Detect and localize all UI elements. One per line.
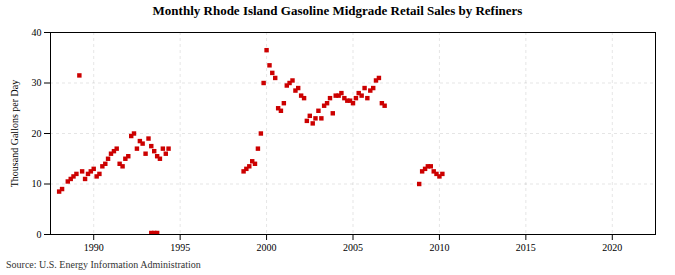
svg-text:2000: 2000 xyxy=(257,242,277,253)
svg-text:2005: 2005 xyxy=(343,242,363,253)
svg-text:Thousand Gallons per Day: Thousand Gallons per Day xyxy=(9,80,20,187)
svg-text:2015: 2015 xyxy=(516,242,536,253)
svg-text:20: 20 xyxy=(32,128,42,139)
svg-text:40: 40 xyxy=(32,27,42,38)
svg-text:30: 30 xyxy=(32,77,42,88)
svg-text:1995: 1995 xyxy=(170,242,190,253)
svg-text:2010: 2010 xyxy=(429,242,449,253)
html-text:Source: U.S. Energy Informatio: Source: U.S. Energy Information Administ… xyxy=(6,259,201,270)
html-text:Monthly Rhode Island Gasoline: Monthly Rhode Island Gasoline Midgrade R… xyxy=(152,3,523,18)
svg-text:1990: 1990 xyxy=(84,242,104,253)
svg-text:2020: 2020 xyxy=(602,242,622,253)
svg-text:0: 0 xyxy=(37,229,42,240)
svg-text:10: 10 xyxy=(32,178,42,189)
